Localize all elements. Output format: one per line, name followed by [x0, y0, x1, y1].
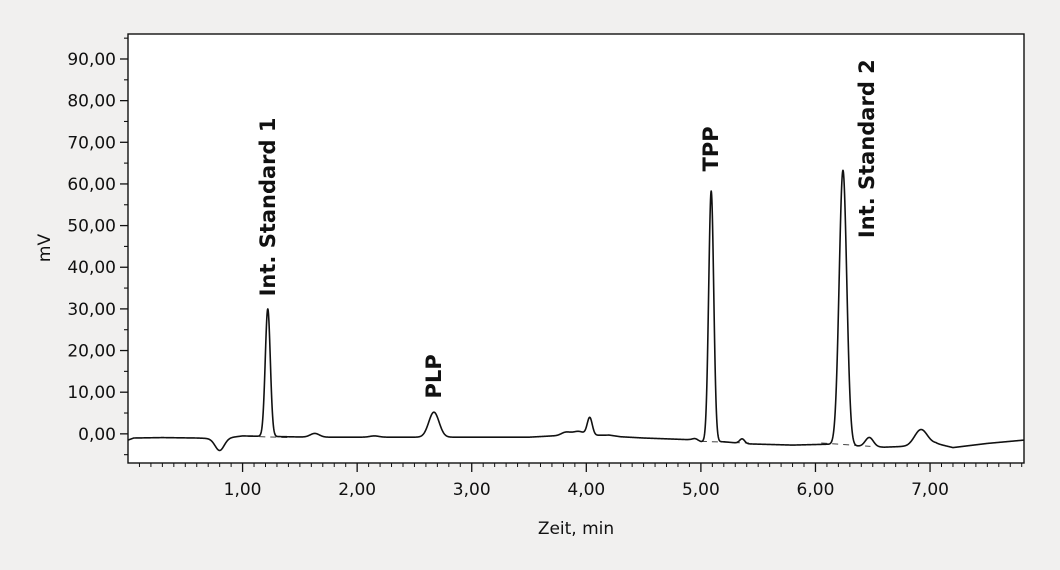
- x-tick-label: 2,00: [338, 480, 376, 500]
- x-tick-label: 1,00: [224, 480, 262, 500]
- y-axis-title: mV: [35, 234, 55, 263]
- peak-label: Int. Standard 1: [256, 118, 280, 297]
- y-tick-label: 40,00: [67, 258, 116, 278]
- x-axis-title: Zeit, min: [538, 519, 614, 539]
- x-tick-label: 3,00: [453, 480, 491, 500]
- y-tick-label: 10,00: [67, 383, 116, 403]
- y-tick-label: 30,00: [67, 300, 116, 320]
- y-tick-label: 90,00: [67, 50, 116, 70]
- y-tick-label: 50,00: [67, 217, 116, 237]
- y-tick-label: 20,00: [67, 342, 116, 362]
- integration-baseline: [821, 442, 871, 447]
- peak-label: PLP: [422, 354, 446, 398]
- y-tick-label: 60,00: [67, 175, 116, 195]
- y-tick-label: 70,00: [67, 133, 116, 153]
- y-tick-label: 0,00: [78, 425, 116, 445]
- plot-frame: [127, 33, 1025, 464]
- x-tick-label: 6,00: [797, 480, 835, 500]
- peak-label: Int. Standard 2: [855, 59, 879, 238]
- peak-labels-layer: Int. Standard 1 PLP TPP Int. Standard 2: [256, 59, 879, 398]
- x-tick-label: 4,00: [567, 480, 605, 500]
- peak-label: TPP: [699, 126, 723, 171]
- ticks-layer: 0,00 10,00 20,00 30,00 40,00 50,00 60,00 70,00 8…: [67, 37, 1023, 500]
- chromatogram-trace: [127, 169, 1025, 452]
- x-tick-label: 5,00: [682, 480, 720, 500]
- y-tick-label: 80,00: [67, 92, 116, 112]
- x-tick-label: 7,00: [911, 480, 949, 500]
